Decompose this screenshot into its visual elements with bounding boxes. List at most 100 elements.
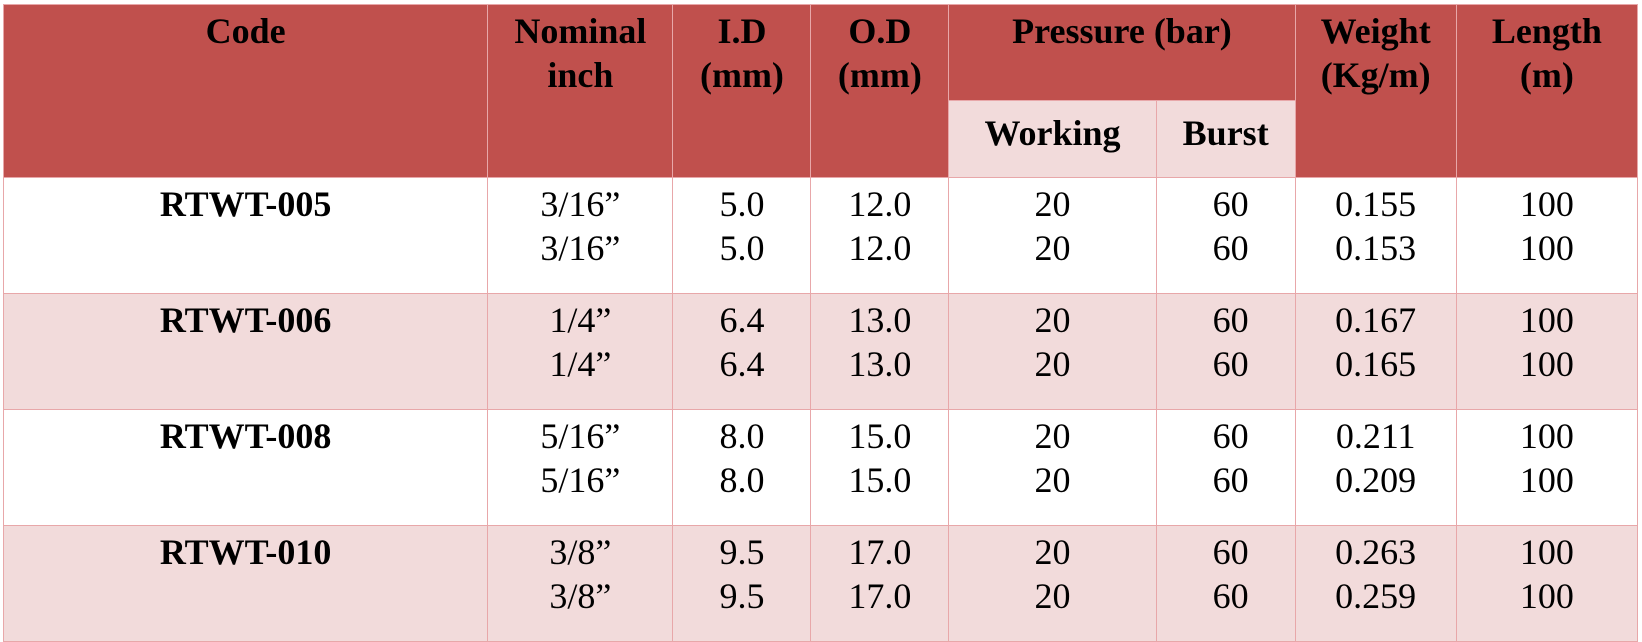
working-value: 20 <box>1034 532 1071 572</box>
weight-value: 0.259 <box>1335 576 1417 616</box>
header-code: Code <box>2 4 489 178</box>
table-row: RTWT-006 1/4” 1/4” 6.4 6.4 13.0 13.0 20 … <box>2 293 1639 410</box>
od-cell: 13.0 13.0 <box>810 293 950 410</box>
header-id-line1: I.D <box>717 11 767 51</box>
nominal-cell: 3/8” 3/8” <box>487 525 674 642</box>
id-value: 6.4 <box>719 344 765 384</box>
header-id-line2: (mm) <box>699 55 784 95</box>
nominal-value: 3/16” <box>540 184 621 224</box>
nominal-value: 3/8” <box>549 576 612 616</box>
length-value: 100 <box>1519 300 1574 340</box>
weight-value: 0.211 <box>1335 416 1416 456</box>
od-cell: 17.0 17.0 <box>810 525 950 642</box>
od-value: 12.0 <box>848 184 912 224</box>
weight-value: 0.155 <box>1335 184 1417 224</box>
burst-value: 60 <box>1212 532 1249 572</box>
id-cell: 5.0 5.0 <box>672 177 812 294</box>
header-weight: Weight (Kg/m) <box>1294 4 1457 178</box>
length-cell: 100 100 <box>1455 525 1639 642</box>
nominal-cell: 5/16” 5/16” <box>487 409 674 526</box>
header-length-line2: (m) <box>1519 55 1574 95</box>
working-value: 20 <box>1034 228 1071 268</box>
code-cell: RTWT-008 <box>2 409 489 526</box>
header-weight-line1: Weight <box>1320 11 1431 51</box>
working-value: 20 <box>1034 344 1071 384</box>
burst-value: 60 <box>1212 460 1249 500</box>
header-od-line2: (mm) <box>837 55 922 95</box>
header-nominal-line2: inch <box>547 55 614 95</box>
header-pressure-group: Pressure (bar) <box>948 4 1296 101</box>
id-value: 5.0 <box>719 184 765 224</box>
od-cell: 12.0 12.0 <box>810 177 950 294</box>
weight-cell: 0.167 0.165 <box>1294 293 1457 410</box>
id-value: 6.4 <box>719 300 765 340</box>
header-burst: Burst <box>1155 100 1296 178</box>
header-id-mm: I.D (mm) <box>672 4 812 178</box>
od-cell: 15.0 15.0 <box>810 409 950 526</box>
header-length: Length (m) <box>1455 4 1639 178</box>
nominal-value: 1/4” <box>549 344 612 384</box>
id-value: 8.0 <box>719 460 765 500</box>
od-value: 12.0 <box>848 228 912 268</box>
id-value: 8.0 <box>719 416 765 456</box>
header-working: Working <box>948 100 1157 178</box>
burst-value: 60 <box>1212 300 1249 340</box>
header-od-line1: O.D <box>848 11 912 51</box>
od-value: 17.0 <box>848 576 912 616</box>
burst-cell: 60 60 <box>1155 525 1296 642</box>
header-weight-line2: (Kg/m) <box>1320 55 1431 95</box>
burst-cell: 60 60 <box>1155 409 1296 526</box>
weight-value: 0.263 <box>1335 532 1417 572</box>
nominal-value: 1/4” <box>549 300 612 340</box>
id-value: 9.5 <box>719 576 765 616</box>
burst-value: 60 <box>1212 184 1249 224</box>
table-row: RTWT-010 3/8” 3/8” 9.5 9.5 17.0 17.0 20 … <box>2 525 1639 642</box>
header-nominal-inch: Nominal inch <box>487 4 674 178</box>
table-row: RTWT-005 3/16” 3/16” 5.0 5.0 12.0 12.0 2… <box>2 177 1639 294</box>
weight-cell: 0.263 0.259 <box>1294 525 1457 642</box>
id-cell: 9.5 9.5 <box>672 525 812 642</box>
nominal-value: 3/8” <box>549 532 612 572</box>
od-value: 13.0 <box>848 344 912 384</box>
length-value: 100 <box>1519 228 1574 268</box>
code-cell: RTWT-010 <box>2 525 489 642</box>
table-header: Code Nominal inch I.D (mm) O.D (mm) Pres… <box>2 4 1639 178</box>
length-value: 100 <box>1519 576 1574 616</box>
table-body: RTWT-005 3/16” 3/16” 5.0 5.0 12.0 12.0 2… <box>2 177 1639 642</box>
burst-value: 60 <box>1212 344 1249 384</box>
table-row: RTWT-008 5/16” 5/16” 8.0 8.0 15.0 15.0 2… <box>2 409 1639 526</box>
nominal-value: 5/16” <box>540 416 621 456</box>
working-cell: 20 20 <box>948 293 1157 410</box>
id-cell: 6.4 6.4 <box>672 293 812 410</box>
length-value: 100 <box>1519 532 1574 572</box>
weight-value: 0.153 <box>1335 228 1417 268</box>
id-value: 9.5 <box>719 532 765 572</box>
od-value: 15.0 <box>848 460 912 500</box>
code-cell: RTWT-005 <box>2 177 489 294</box>
working-value: 20 <box>1034 300 1071 340</box>
weight-cell: 0.155 0.153 <box>1294 177 1457 294</box>
weight-value: 0.167 <box>1335 300 1417 340</box>
id-value: 5.0 <box>719 228 765 268</box>
length-value: 100 <box>1519 416 1574 456</box>
length-value: 100 <box>1519 460 1574 500</box>
header-length-line1: Length <box>1491 11 1602 51</box>
id-cell: 8.0 8.0 <box>672 409 812 526</box>
nominal-cell: 3/16” 3/16” <box>487 177 674 294</box>
header-od-mm: O.D (mm) <box>810 4 950 178</box>
weight-cell: 0.211 0.209 <box>1294 409 1457 526</box>
working-value: 20 <box>1034 576 1071 616</box>
burst-value: 60 <box>1212 576 1249 616</box>
burst-cell: 60 60 <box>1155 177 1296 294</box>
length-value: 100 <box>1519 344 1574 384</box>
nominal-value: 3/16” <box>540 228 621 268</box>
working-cell: 20 20 <box>948 409 1157 526</box>
nominal-cell: 1/4” 1/4” <box>487 293 674 410</box>
working-cell: 20 20 <box>948 525 1157 642</box>
working-value: 20 <box>1034 184 1071 224</box>
weight-value: 0.165 <box>1335 344 1417 384</box>
length-value: 100 <box>1519 184 1574 224</box>
code-cell: RTWT-006 <box>2 293 489 410</box>
length-cell: 100 100 <box>1455 293 1639 410</box>
working-value: 20 <box>1034 460 1071 500</box>
